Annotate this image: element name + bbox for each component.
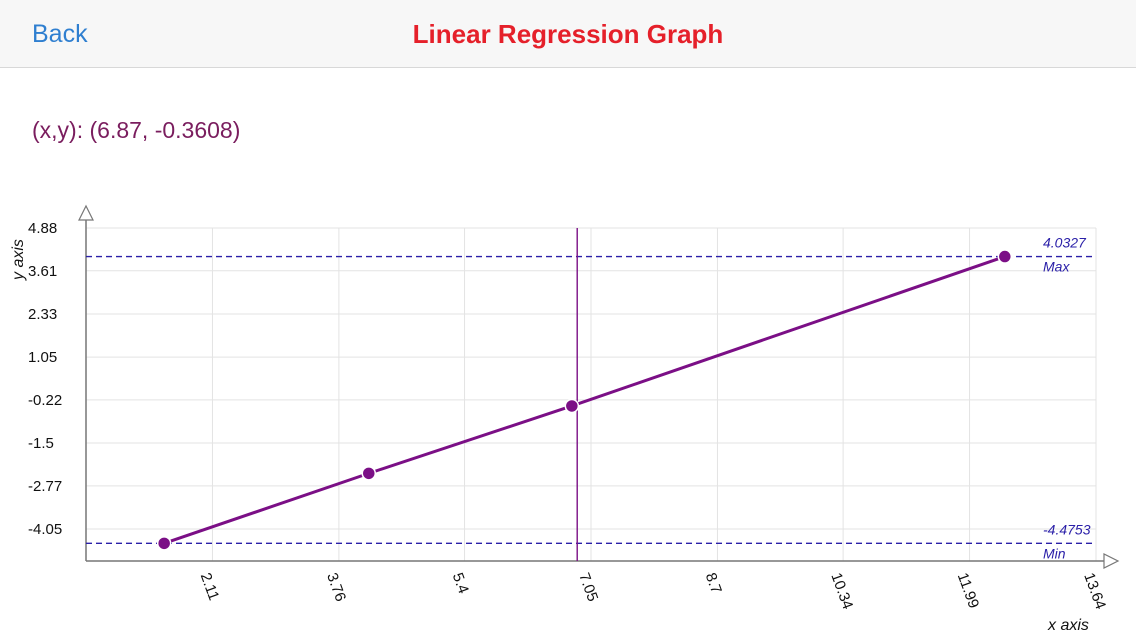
x-tick-label-1: 3.76	[323, 571, 349, 604]
x-axis-title: x axis	[1047, 617, 1089, 634]
limit-name-max: Max	[1043, 259, 1070, 275]
back-button[interactable]: Back	[32, 20, 88, 48]
x-tick-label-0: 2.11	[197, 571, 223, 603]
x-tick-label-3: 7.05	[575, 571, 601, 604]
data-point-2[interactable]	[564, 398, 580, 414]
x-tick-label-4: 8.7	[702, 571, 725, 596]
navigation-bar: Back Linear Regression Graph	[0, 0, 1136, 68]
x-tick-label-7: 13.64	[1080, 571, 1109, 612]
limit-value-min: -4.4753	[1043, 521, 1091, 537]
y-tick-label-2: 2.33	[28, 306, 57, 323]
series-line-0	[163, 255, 1006, 545]
y-tick-label-3: 1.05	[28, 349, 57, 366]
x-tick-label-2: 5.4	[449, 571, 472, 596]
y-tick-label-6: -2.77	[28, 478, 62, 495]
y-axis-title: y axis	[10, 239, 27, 281]
x-axis-arrow-icon	[1103, 553, 1120, 569]
y-tick-label-1: 3.61	[28, 263, 57, 280]
data-point-0[interactable]	[156, 536, 172, 551]
y-tick-label-0: 4.88	[28, 220, 57, 237]
x-tick-label-6: 11.99	[954, 571, 982, 611]
y-tick-label-7: -4.05	[28, 521, 62, 538]
x-tick-label-5: 10.34	[827, 571, 856, 612]
data-point-3[interactable]	[997, 249, 1013, 264]
coordinate-readout: (x,y): (6.87, -0.3608)	[32, 117, 241, 143]
y-tick-label-5: -1.5	[28, 435, 54, 452]
page-title: Linear Regression Graph	[412, 19, 724, 49]
y-axis-arrow-icon	[78, 204, 94, 221]
y-tick-label-4: -0.22	[28, 392, 62, 409]
data-point-1[interactable]	[361, 466, 377, 481]
limit-name-min: Min	[1043, 545, 1066, 561]
limit-value-max: 4.0327	[1043, 235, 1087, 251]
